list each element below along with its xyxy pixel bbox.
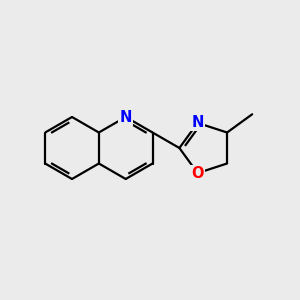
Text: N: N <box>191 116 204 130</box>
Text: O: O <box>191 166 204 181</box>
Text: N: N <box>119 110 132 124</box>
